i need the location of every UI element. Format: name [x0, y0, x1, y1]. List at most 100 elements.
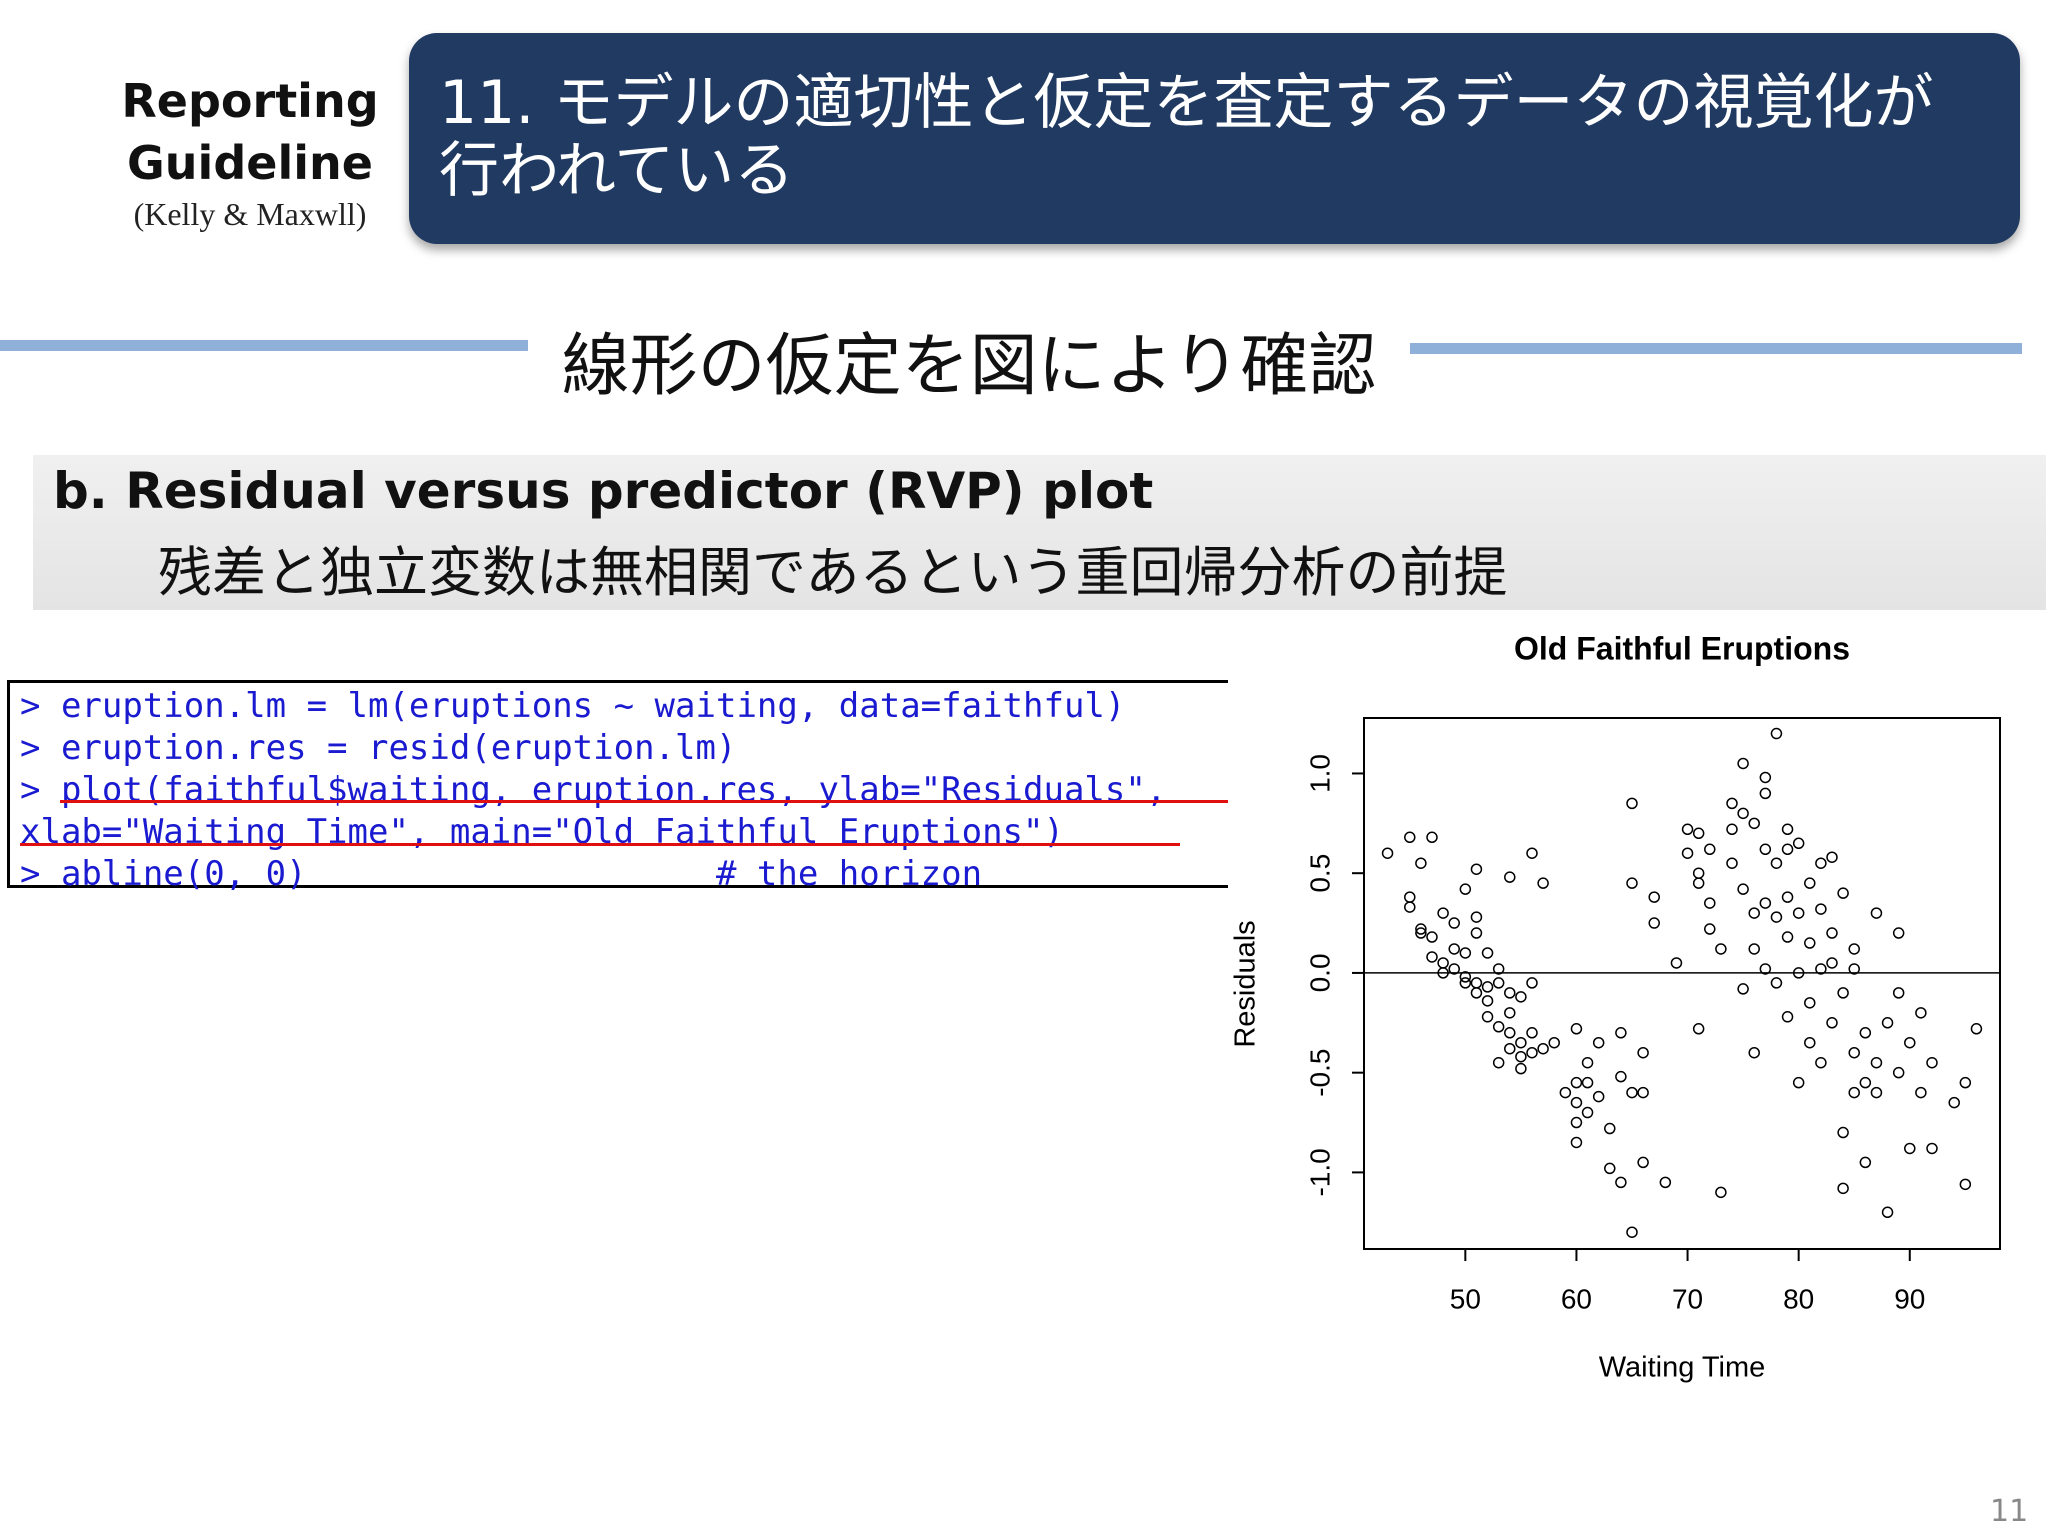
x-tick-label: 90: [1894, 1283, 1925, 1314]
point: [1681, 847, 1694, 859]
point: [1870, 907, 1883, 919]
point: [1870, 1056, 1883, 1069]
point: [1704, 897, 1716, 909]
point: [1804, 997, 1816, 1009]
point: [1404, 831, 1416, 844]
point: [1548, 1036, 1560, 1049]
banner: 11. モデルの適切性と仮定を査定するデータの視覚化が行われている: [409, 33, 2020, 244]
point: [1748, 907, 1760, 919]
point: [1826, 851, 1838, 863]
point: [1759, 897, 1772, 909]
point: [1515, 1062, 1527, 1075]
point: [1437, 907, 1449, 919]
point: [1881, 1017, 1894, 1029]
point: [1781, 1011, 1794, 1023]
point: [1481, 1011, 1494, 1023]
point: [1581, 1106, 1594, 1119]
point: [1415, 927, 1427, 939]
point: [1592, 1090, 1605, 1103]
point: [1504, 1007, 1516, 1019]
point: [1515, 1050, 1527, 1063]
point: [1526, 977, 1538, 989]
point: [1848, 1086, 1860, 1099]
point: [1737, 983, 1749, 995]
point: [1748, 817, 1760, 830]
point: [1481, 947, 1494, 959]
point: [1526, 847, 1538, 859]
point: [1492, 963, 1505, 975]
point: [1837, 987, 1849, 999]
point: [1537, 877, 1549, 889]
point: [1759, 963, 1772, 975]
plot-frame: [1363, 717, 2001, 1250]
y-tick-label: -0.5: [1304, 1049, 1335, 1097]
point: [1492, 1021, 1505, 1033]
point: [1504, 1027, 1516, 1039]
point: [1381, 847, 1394, 859]
point: [1804, 1036, 1816, 1049]
point: [1792, 1076, 1805, 1089]
point: [1526, 1027, 1538, 1039]
x-tick-label: 70: [1672, 1283, 1703, 1314]
point: [1726, 797, 1738, 810]
point: [1892, 1066, 1905, 1079]
point: [1837, 887, 1849, 899]
point: [1492, 1056, 1505, 1069]
point: [1426, 931, 1438, 943]
point: [1726, 823, 1738, 836]
point: [1826, 957, 1838, 969]
point: [1770, 727, 1783, 740]
point: [1915, 1007, 1927, 1019]
x-axis-label: Waiting Time: [1599, 1352, 1766, 1384]
point: [1759, 787, 1772, 800]
point: [1792, 967, 1805, 979]
point: [1615, 1070, 1627, 1083]
guideline-title: Reporting Guideline: [121, 74, 379, 190]
code-line: xlab="Waiting Time", main="Old Faithful …: [20, 812, 1064, 852]
point: [1570, 1023, 1583, 1035]
point: [1692, 827, 1705, 840]
point: [1826, 1017, 1838, 1029]
point: [1826, 927, 1838, 939]
point: [1626, 1226, 1638, 1238]
point: [1948, 1096, 1960, 1109]
point: [1537, 1042, 1549, 1055]
point: [1781, 823, 1794, 836]
point: [1892, 987, 1905, 999]
point: [1815, 903, 1827, 915]
subsection-heading: b. Residual versus predictor (RVP) plot: [53, 462, 1154, 520]
point: [1770, 977, 1783, 989]
point: [1448, 917, 1460, 929]
point: [1970, 1023, 1983, 1035]
x-tick-label: 60: [1561, 1283, 1592, 1314]
point: [1459, 883, 1472, 895]
point: [1515, 1036, 1527, 1049]
y-tick-label: -1.0: [1304, 1148, 1335, 1196]
point: [1859, 1076, 1872, 1089]
point: [1504, 987, 1516, 999]
point: [1615, 1027, 1627, 1039]
point: [1959, 1178, 1972, 1191]
point: [1570, 1096, 1583, 1109]
point: [1770, 911, 1783, 923]
point: [1915, 1086, 1927, 1099]
point: [1515, 991, 1527, 1003]
point: [1615, 1176, 1627, 1189]
point: [1737, 757, 1749, 770]
section-title: 線形の仮定を図により確認: [561, 327, 1377, 406]
point: [1470, 863, 1483, 875]
point: [1637, 1156, 1649, 1169]
point: [1459, 977, 1472, 989]
point: [1848, 1046, 1860, 1059]
point: [1570, 1136, 1583, 1149]
code-box: > eruption.lm = lm(eruptions ~ waiting, …: [7, 680, 1283, 894]
point: [1592, 1036, 1605, 1049]
chart-title: Old Faithful Eruptions: [1514, 630, 1850, 666]
point: [1670, 957, 1683, 969]
point: [1459, 947, 1472, 959]
point: [1692, 1023, 1705, 1035]
code-line: > abline(0, 0) # the horizon: [20, 854, 983, 894]
point: [1748, 1046, 1760, 1059]
point: [1626, 1086, 1638, 1099]
y-tick-label: 1.0: [1304, 754, 1335, 793]
